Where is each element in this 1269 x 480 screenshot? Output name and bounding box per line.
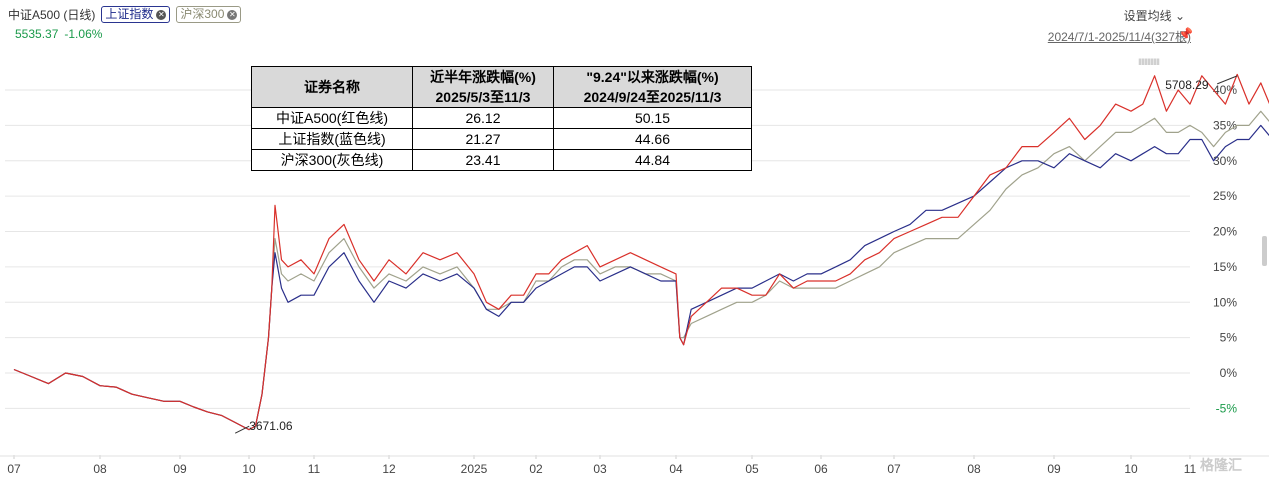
price-readout: 5535.37 -1.06% [15, 27, 108, 41]
table-cell: 中证A500(红色线) [251, 107, 413, 129]
x-tick-label: 07 [887, 462, 901, 476]
table-header-cell: 证券名称 [251, 66, 413, 108]
table-cell: 23.41 [412, 149, 554, 171]
x-tick-label: 04 [669, 462, 683, 476]
tag-csi300[interactable]: 沪深300 ✕ [176, 6, 242, 23]
date-range[interactable]: 2024/7/1-2025/11/4(327根) [1047, 30, 1191, 44]
close-icon[interactable]: ✕ [156, 9, 167, 20]
ma-settings-label: 设置均线 [1123, 9, 1172, 23]
pin-icon[interactable]: 📌 [1178, 27, 1193, 41]
x-tick-label: 05 [745, 462, 759, 476]
tag-shanghai-index[interactable]: 上证指数 ✕ [101, 6, 171, 23]
annotation-arrow [234, 425, 250, 434]
series-line [13, 124, 1269, 431]
price-change: -1.06% [64, 27, 103, 41]
y-tick-label: 0% [1220, 366, 1238, 380]
table-cell: 上证指数(蓝色线) [251, 128, 413, 150]
x-tick-label: 02 [529, 462, 543, 476]
performance-table: 证券名称 近半年涨跌幅(%) 2025/5/3至11/3 "9.24"以来涨跌幅(… [251, 66, 752, 171]
y-tick-label: 5% [1220, 331, 1238, 345]
annotation-label: 3671.06 [249, 419, 293, 433]
table-cell: 21.27 [412, 128, 554, 150]
watermark: 格隆汇 [1200, 457, 1242, 473]
x-tick-label: 10 [242, 462, 256, 476]
table-cell: 50.15 [553, 107, 752, 129]
table-cell: 沪深300(灰色线) [251, 149, 413, 171]
y-tick-label: 40% [1213, 83, 1237, 97]
x-tick-label: 07 [7, 462, 21, 476]
chart-title: 中证A500 (日线) [8, 8, 96, 22]
y-tick-label: 30% [1213, 154, 1237, 168]
ma-settings-button[interactable]: 设置均线 ⌄ [1124, 7, 1185, 24]
scrollbar[interactable] [1262, 236, 1267, 266]
annotation-arrow [1217, 75, 1238, 85]
y-tick-label: 10% [1213, 295, 1237, 309]
table-row: 沪深300(灰色线) 23.41 44.84 [251, 149, 752, 171]
x-tick-label: 11 [1184, 462, 1197, 476]
table-cell: 44.84 [553, 149, 752, 171]
x-tick-label: 12 [382, 462, 396, 476]
x-tick-label: 2025 [461, 462, 488, 476]
x-tick-label: 09 [1047, 462, 1061, 476]
table-header-cell: 近半年涨跌幅(%) 2025/5/3至11/3 [412, 66, 554, 108]
close-icon[interactable]: ✕ [227, 9, 238, 20]
x-tick-label: 08 [967, 462, 981, 476]
y-tick-label: 15% [1213, 260, 1237, 274]
x-tick-label: 06 [814, 462, 828, 476]
table-header-row: 证券名称 近半年涨跌幅(%) 2025/5/3至11/3 "9.24"以来涨跌幅(… [251, 66, 752, 108]
x-tick-label: 10 [1124, 462, 1138, 476]
x-tick-label: 09 [173, 462, 187, 476]
series-line [13, 73, 1269, 431]
y-tick-label: -5% [1216, 401, 1238, 415]
y-tick-label: 25% [1213, 189, 1237, 203]
chart-header: 中证A500 (日线) 上证指数 ✕ 沪深300 ✕ [8, 6, 242, 23]
tag-csi300-label: 沪深300 [180, 7, 225, 21]
y-tick-label: 35% [1213, 118, 1237, 132]
table-row: 中证A500(红色线) 26.12 50.15 [251, 107, 752, 129]
annotation-label: 5708.29 [1165, 78, 1209, 92]
x-tick-label: 11 [308, 462, 321, 476]
y-tick-label: 20% [1213, 225, 1237, 239]
chevron-down-icon: ⌄ [1174, 9, 1185, 23]
table-header-cell: "9.24"以来涨跌幅(%) 2024/9/24至2025/11/3 [553, 66, 752, 108]
table-row: 上证指数(蓝色线) 21.27 44.66 [251, 128, 752, 150]
tag-shanghai-label: 上证指数 [105, 7, 154, 21]
table-cell: 44.66 [553, 128, 752, 150]
price-value: 5535.37 [15, 27, 59, 41]
hatch-icon: IIIIIIIIIIIIII [1138, 57, 1160, 67]
x-tick-label: 08 [93, 462, 107, 476]
table-cell: 26.12 [412, 107, 554, 129]
x-tick-label: 03 [593, 462, 607, 476]
